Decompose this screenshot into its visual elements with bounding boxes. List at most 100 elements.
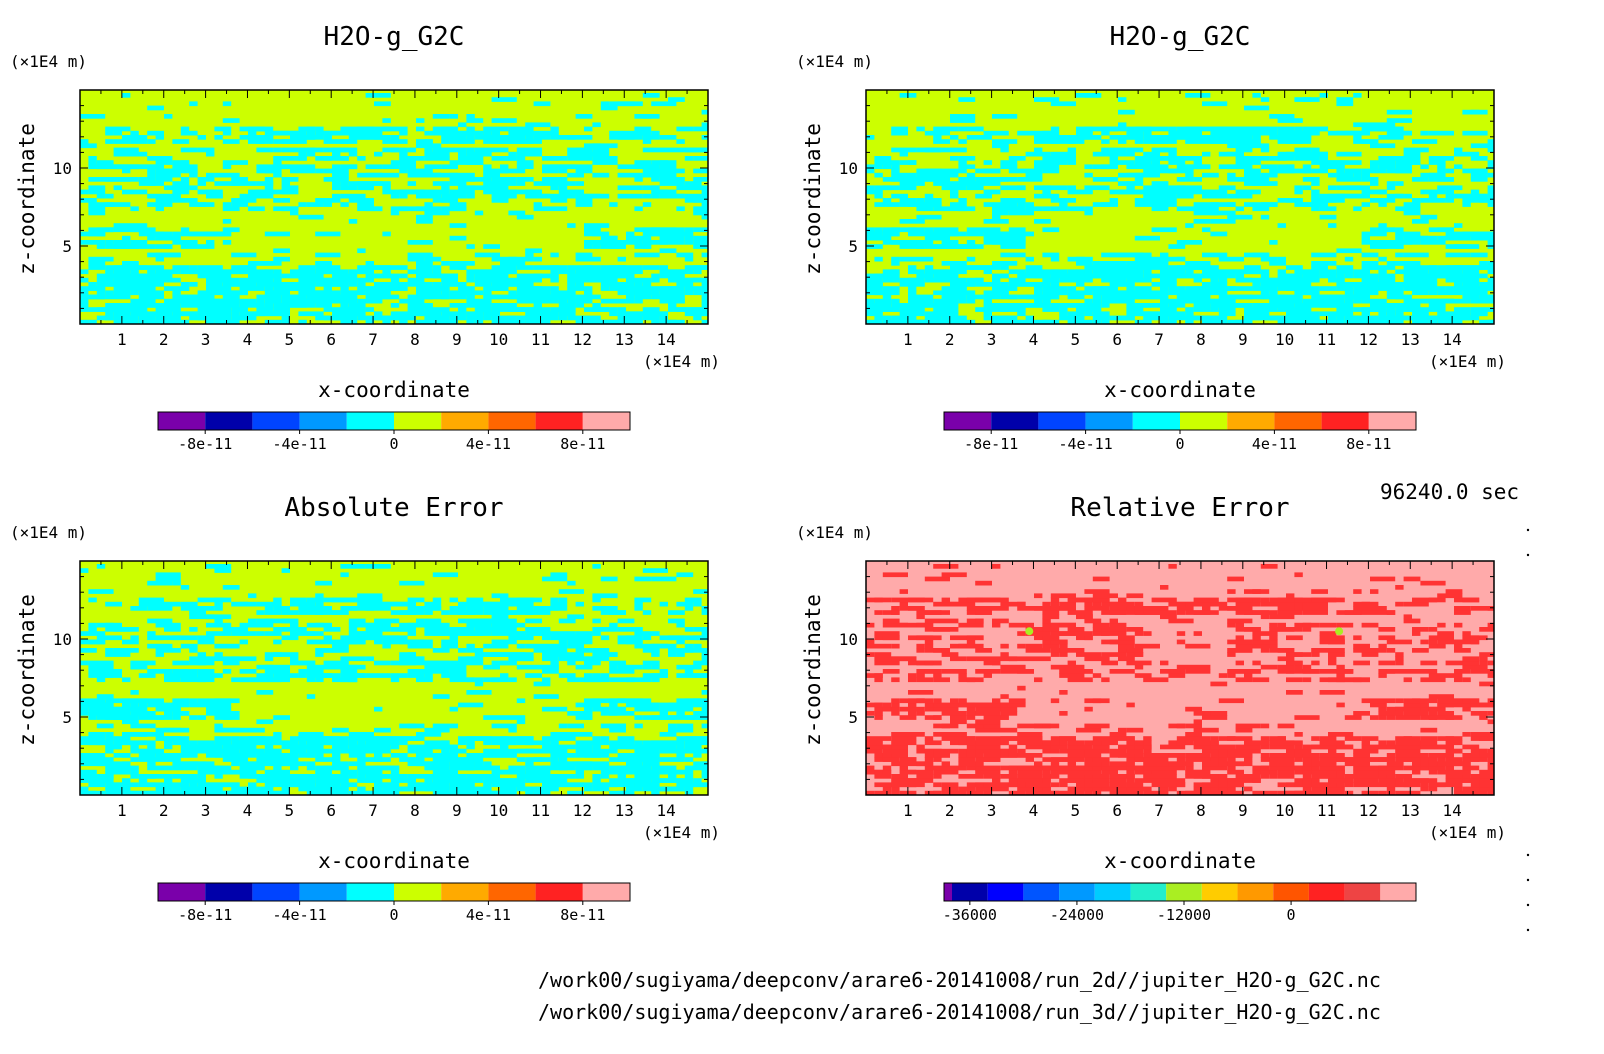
contour-cell	[701, 193, 708, 199]
contour-cell	[668, 286, 677, 291]
contour-cell	[1025, 736, 1043, 741]
contour-cell	[1176, 256, 1186, 262]
contour-cell	[147, 643, 173, 649]
contour-cell	[1403, 202, 1421, 207]
contour-cell	[516, 151, 542, 157]
contour-cell	[866, 744, 892, 750]
contour-cell	[1218, 311, 1236, 317]
contour-cell	[122, 244, 131, 249]
contour-cell	[558, 673, 576, 678]
contour-cell	[1412, 307, 1421, 312]
contour-cell	[558, 177, 568, 182]
contour-cell	[357, 740, 366, 746]
contour-cell	[1134, 286, 1152, 291]
contour-cell	[958, 97, 976, 102]
contour-cell	[80, 114, 106, 119]
contour-cell	[306, 639, 332, 645]
contour-cell	[273, 673, 299, 678]
contour-cell	[966, 706, 976, 712]
contour-cell	[933, 311, 950, 317]
contour-cell	[239, 286, 265, 291]
contour-cell	[441, 740, 450, 746]
contour-cell	[180, 698, 190, 704]
contour-cell	[1202, 790, 1228, 796]
contour-cell	[609, 130, 626, 136]
contour-cell	[1395, 181, 1404, 186]
contour-cell	[256, 761, 265, 767]
contour-cell	[1378, 790, 1387, 796]
contour-cell	[340, 564, 366, 569]
contour-cell	[701, 294, 708, 300]
contour-cell	[924, 227, 934, 233]
contour-cell	[138, 673, 156, 678]
contour-cell	[365, 627, 391, 632]
contour-cell	[1185, 93, 1211, 98]
contour-cell	[1025, 669, 1034, 674]
contour-cell	[306, 694, 316, 699]
contour-cell	[642, 240, 668, 245]
contour-cell	[701, 189, 708, 195]
contour-cell	[1176, 193, 1194, 199]
contour-cell	[1034, 97, 1060, 102]
contour-cell	[584, 294, 593, 300]
contour-cell	[1353, 782, 1370, 788]
contour-cell	[1462, 677, 1471, 683]
contour-cell	[1134, 189, 1160, 195]
contour-cell	[180, 643, 198, 649]
contour-cell	[458, 286, 475, 291]
contour-cell	[866, 765, 875, 771]
contour-cell	[239, 315, 257, 321]
contour-cell	[222, 231, 232, 237]
contour-cell	[1395, 778, 1404, 783]
contour-cell	[500, 610, 509, 615]
contour-cell	[659, 193, 685, 199]
contour-cell	[542, 652, 568, 657]
contour-cell	[222, 118, 240, 123]
contour-cell	[575, 202, 593, 207]
contour-cell	[567, 282, 576, 287]
contour-cell	[684, 790, 694, 796]
contour-cell	[365, 261, 374, 266]
contour-cell	[1361, 168, 1387, 174]
contour-cell	[273, 277, 282, 283]
contour-cell	[1269, 769, 1278, 775]
contour-cell	[1126, 748, 1144, 754]
contour-cell	[80, 277, 89, 283]
contour-cell	[348, 303, 366, 308]
contour-cell	[668, 635, 677, 641]
contour-cell	[1269, 744, 1286, 750]
contour-cell	[1487, 702, 1494, 708]
contour-cell	[1008, 156, 1026, 161]
contour-cell	[1059, 736, 1076, 741]
contour-cell	[1319, 311, 1328, 317]
contour-cell	[80, 298, 89, 304]
contour-cell	[1168, 160, 1186, 165]
contour-cell	[332, 252, 341, 258]
contour-cell	[222, 660, 240, 666]
contour-cell	[891, 130, 908, 136]
contour-cell	[449, 706, 458, 712]
contour-cell	[1126, 736, 1135, 741]
contour-cell	[1470, 252, 1488, 258]
contour-cell	[273, 732, 282, 737]
contour-cell	[1210, 744, 1236, 750]
contour-cell	[908, 298, 934, 304]
contour-cell	[432, 694, 450, 699]
contour-cell	[1084, 669, 1093, 674]
contour-cell	[1336, 248, 1362, 254]
contour-cell	[958, 164, 976, 170]
contour-cell	[916, 774, 934, 779]
contour-cell	[908, 256, 934, 262]
contour-cell	[1235, 139, 1244, 144]
contour-cell	[941, 669, 967, 674]
x-tick-label: 11	[531, 801, 550, 820]
contour-cell	[80, 290, 89, 296]
contour-cell	[374, 744, 383, 750]
contour-cell	[80, 307, 89, 312]
contour-cell	[122, 719, 139, 725]
contour-cell	[950, 168, 967, 174]
contour-cell	[866, 135, 875, 140]
contour-cell	[281, 790, 290, 796]
contour-cell	[1134, 202, 1160, 207]
contour-cell	[1378, 223, 1387, 228]
